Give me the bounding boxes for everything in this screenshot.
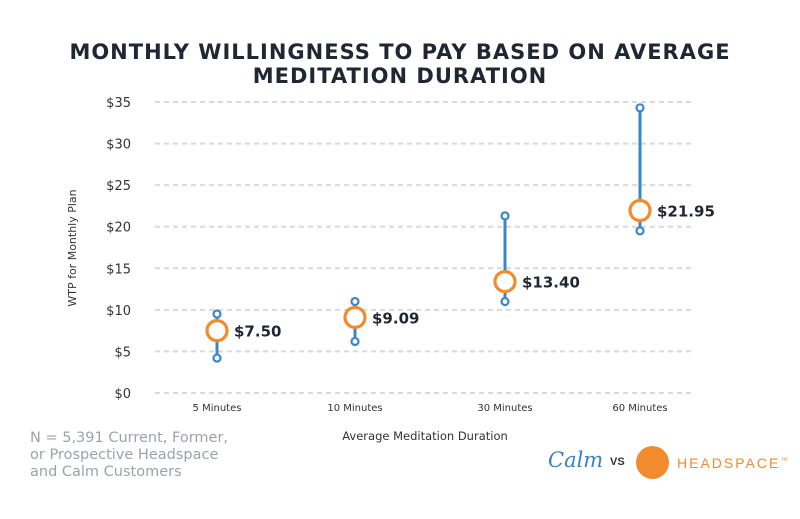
- range-low-point: [635, 226, 645, 236]
- data-marks: $7.50 $9.09 $13.40 $21.95: [205, 103, 715, 363]
- brand-logos: Calm VS HEADSPACE™: [548, 446, 787, 480]
- average-data-label: $21.95: [657, 203, 715, 221]
- range-low-point: [500, 296, 510, 307]
- average-point: [343, 305, 367, 330]
- y-tick-labels: $0 $5 $10 $15 $20 $25 $30 $35: [106, 96, 131, 402]
- range-high-point: [350, 296, 360, 307]
- sample-size-note: N = 5,391 Current, Former, or Prospectiv…: [30, 430, 229, 480]
- headspace-logo-icon: [636, 446, 669, 479]
- average-point: [493, 269, 517, 294]
- x-tick-label: 30 Minutes: [477, 403, 532, 414]
- range-low-point: [212, 353, 222, 363]
- y-tick-label: $10: [106, 304, 131, 319]
- x-tick-label: 60 Minutes: [612, 403, 667, 414]
- y-tick-label: $25: [106, 179, 131, 194]
- range-high-point: [212, 309, 222, 319]
- y-tick-label: $5: [114, 345, 131, 360]
- y-tick-label: $0: [114, 387, 131, 402]
- y-tick-label: $35: [106, 96, 131, 111]
- range-high-point: [635, 103, 645, 113]
- versus-label: VS: [610, 456, 625, 468]
- average-data-label: $9.09: [372, 309, 419, 327]
- calm-logo: Calm: [548, 448, 604, 472]
- y-tick-label: $20: [106, 221, 131, 236]
- range-high-point: [500, 211, 510, 221]
- headspace-logo-text: HEADSPACE™: [677, 455, 788, 471]
- x-tick-label: 10 Minutes: [327, 403, 382, 414]
- grid-lines: [155, 101, 695, 394]
- average-data-label: $13.40: [522, 274, 580, 292]
- chart-title: MONTHLY WILLINGNESS TO PAY BASED ON AVER…: [69, 40, 731, 88]
- x-tick-labels: 5 Minutes 10 Minutes 30 Minutes 60 Minutes: [193, 403, 668, 414]
- y-tick-label: $30: [106, 138, 131, 153]
- average-point: [205, 319, 229, 343]
- average-point: [628, 198, 652, 223]
- y-axis-label: WTP for Monthly Plan: [66, 189, 79, 306]
- y-tick-label: $15: [106, 262, 131, 277]
- range-low-point: [350, 336, 360, 347]
- average-data-label: $7.50: [234, 323, 281, 341]
- x-tick-label: 5 Minutes: [193, 403, 242, 414]
- x-axis-label: Average Meditation Duration: [342, 429, 508, 443]
